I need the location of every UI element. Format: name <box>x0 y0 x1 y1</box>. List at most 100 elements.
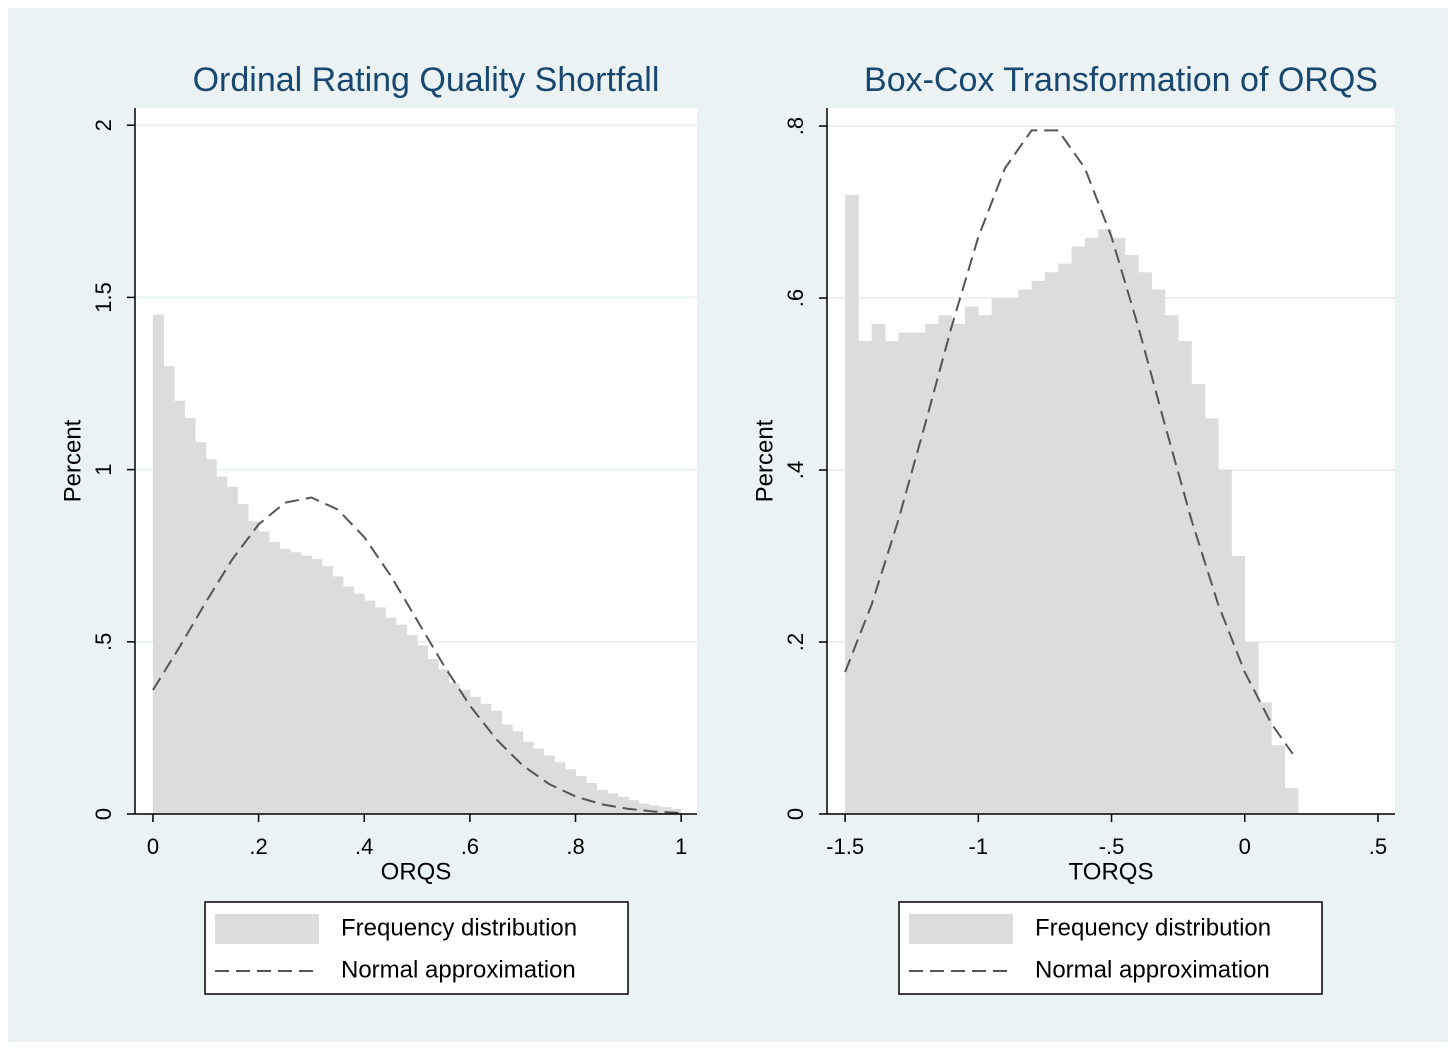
x-tick-label: 0 <box>147 834 159 859</box>
normal-curve <box>844 129 1294 755</box>
histogram-bar <box>533 748 545 814</box>
histogram-bar <box>845 194 859 814</box>
x-tick-label: .5 <box>1369 834 1387 859</box>
histogram-bar <box>258 531 270 814</box>
histogram-bar <box>554 762 566 814</box>
legend-swatch <box>215 914 319 944</box>
histogram-bar <box>596 789 608 814</box>
histogram-bar <box>237 504 249 814</box>
chart-title: Box-Cox Transformation of ORQS <box>864 61 1378 99</box>
histogram-bar <box>951 323 966 814</box>
histogram-bar <box>385 617 397 814</box>
x-tick-label: 1 <box>675 834 687 859</box>
histogram-bar <box>174 400 186 814</box>
histogram-bar <box>269 541 281 814</box>
legend-label: Frequency distribution <box>341 914 577 941</box>
histogram-bar <box>1271 745 1286 814</box>
histogram-bar <box>1231 556 1246 814</box>
histogram-bar <box>300 555 312 814</box>
histogram-bar <box>670 808 682 814</box>
histogram-bar <box>991 298 1006 814</box>
histogram-bar <box>364 600 376 814</box>
x-axis-title: ORQS <box>381 858 452 885</box>
histogram-bar <box>638 803 650 814</box>
histogram-bar <box>575 776 587 814</box>
histogram-bar <box>1004 298 1019 814</box>
histogram-bar <box>459 690 471 814</box>
histogram-bar <box>1191 384 1206 814</box>
histogram-bar <box>1178 341 1192 814</box>
histogram-bar <box>1044 272 1059 814</box>
x-axis-title: TORQS <box>1069 858 1154 885</box>
panel: 0 .2 .4 .6 .8 -1.5 -1 -.5 0 .5 Box-Cox Transformat… <box>751 61 1395 995</box>
legend-label: Normal approximation <box>341 956 576 983</box>
histogram-bar <box>1138 272 1152 814</box>
histogram-bar <box>184 417 196 814</box>
legend-label: Frequency distribution <box>1035 914 1271 941</box>
x-tick-label: .8 <box>566 834 584 859</box>
histogram-bar <box>395 624 407 814</box>
histogram-bar <box>417 645 429 814</box>
histogram-bar <box>469 696 481 814</box>
y-axis-title: Percent <box>59 419 86 502</box>
histogram-bar <box>374 607 386 814</box>
x-tick-label: -.5 <box>1099 834 1125 859</box>
histogram-bar <box>480 703 492 814</box>
y-tick-label: .8 <box>783 117 808 135</box>
histogram-bar <box>226 486 238 814</box>
histogram-bar <box>1204 418 1219 814</box>
histogram-bar <box>216 476 228 814</box>
histogram-bar <box>1098 229 1112 814</box>
histogram-bar <box>1164 315 1179 814</box>
histogram-bar <box>965 306 979 814</box>
histogram-bar <box>1151 289 1166 814</box>
histogram-bar <box>448 683 460 814</box>
histogram-bar <box>586 783 598 814</box>
normal-curve <box>152 496 682 814</box>
histogram-bar <box>1218 470 1232 814</box>
panel: 0 .5 1 1.5 2 0 .2 .4 .6 .8 1 Ordinal Rating Quality… <box>59 61 697 995</box>
y-tick-label: 1.5 <box>91 282 116 313</box>
histogram-bar <box>1058 263 1072 814</box>
histogram-bar <box>321 566 333 814</box>
y-tick-label: .4 <box>783 461 808 479</box>
histogram-bar <box>649 805 661 814</box>
histogram-bar <box>628 800 640 814</box>
y-tick-label: .5 <box>91 633 116 651</box>
histogram-bar <box>1071 246 1086 814</box>
histogram-bar <box>1244 642 1259 814</box>
x-tick-label: 0 <box>1239 834 1251 859</box>
y-tick-label: 2 <box>91 119 116 131</box>
x-tick-label: -1.5 <box>826 834 864 859</box>
histogram-bar <box>898 332 913 814</box>
histogram-bar <box>978 315 993 814</box>
histogram-bar <box>1031 280 1046 814</box>
histogram-bar <box>617 796 629 814</box>
histogram-bar <box>1258 702 1272 814</box>
y-tick-label: 0 <box>91 808 116 820</box>
histogram-bar <box>353 593 365 814</box>
legend-swatch <box>909 914 1013 944</box>
histogram-bar <box>938 315 953 814</box>
histogram-bar <box>522 741 534 814</box>
y-tick-label: 0 <box>783 808 808 820</box>
y-tick-label: 1 <box>91 463 116 475</box>
histogram-bar <box>491 710 502 814</box>
histogram-bar <box>205 459 217 814</box>
histogram-bar <box>343 586 355 814</box>
x-tick-label: .2 <box>249 834 267 859</box>
histogram-bar <box>406 634 418 814</box>
x-tick-label: .4 <box>355 834 373 859</box>
histogram-bar <box>311 559 323 814</box>
histogram-bar <box>248 521 259 814</box>
y-axis-title: Percent <box>751 419 778 502</box>
histogram-bar <box>163 366 175 814</box>
histogram-bar <box>501 724 513 814</box>
histogram-bar <box>152 314 164 814</box>
histogram-bar <box>885 341 899 814</box>
legend-label: Normal approximation <box>1035 956 1270 983</box>
histogram-bar <box>438 669 450 814</box>
x-tick-label: .6 <box>461 834 479 859</box>
